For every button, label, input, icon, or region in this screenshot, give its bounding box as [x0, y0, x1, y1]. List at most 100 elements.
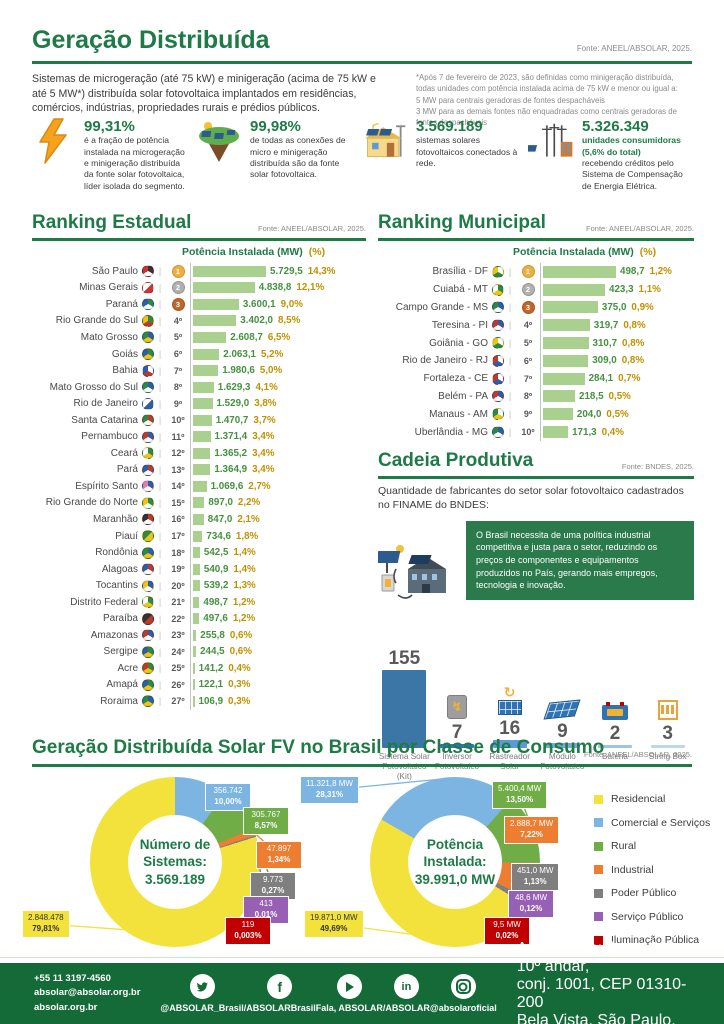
legend-label: Residencial [611, 793, 666, 805]
region-name: Rio Grande do Norte [45, 497, 138, 509]
percent-label: 2,1% [237, 513, 260, 525]
separator: | [508, 427, 512, 438]
twitter-link[interactable]: @ABSOLAR_Brasil [160, 974, 244, 1013]
callout-percent: 1,13% [523, 876, 547, 886]
bar [543, 265, 616, 278]
bar [193, 646, 197, 658]
lightning-bolt-icon [30, 118, 76, 168]
value-label: 497,6 [203, 613, 228, 625]
email-link[interactable]: absolar@absolar.org.br [34, 987, 141, 999]
separator: | [158, 679, 162, 690]
separator: | [158, 531, 162, 542]
flag-roraima-icon [142, 695, 154, 708]
bar-area: 244,5 0,6% [190, 643, 252, 661]
rank-position: 7º [173, 365, 183, 376]
bar-area: 1.364,9 3,4% [190, 461, 274, 479]
consumption-legend: Residencial Comercial e Serviços Rural Indu… [594, 793, 710, 958]
callout-value: 356.742 [213, 786, 243, 795]
region-name: Piauí [115, 530, 138, 542]
section-title: Ranking Estadual [32, 212, 192, 233]
rank-position: 1 [516, 265, 540, 279]
silver-medal-icon: 2 [171, 281, 185, 295]
percent-label: 0,8% [622, 337, 645, 349]
component-count: 9 [557, 721, 568, 743]
stat-value: 3.569.189 [416, 118, 483, 135]
flag-rio-grande-do-sul-icon [142, 314, 154, 327]
separator: | [158, 696, 162, 707]
flag-amapa-icon [142, 678, 154, 691]
rank-position: 5º [523, 338, 533, 349]
ranking-row: Campo Grande - MS | 3 375,0 0,9% [378, 298, 694, 317]
callout-value: 2.888,7 MW [510, 819, 554, 828]
social-handle[interactable]: @ABSOLAR_Brasil [160, 1003, 244, 1013]
value-label: 1.371,4 [214, 431, 248, 443]
separator: | [158, 332, 162, 343]
callout-percent: 79,81% [32, 923, 60, 933]
youtube-link[interactable]: Fala, ABSOLAR [316, 974, 383, 1013]
rank-position: 6º [523, 355, 533, 366]
separator: | [508, 409, 512, 420]
callout-value: 119 [241, 920, 255, 929]
donut-callout: 5.400,4 MW 13,50% [492, 781, 548, 809]
callout-value: 2.848.478 [28, 913, 64, 922]
value-label: 375,0 [601, 301, 627, 313]
ranking-row: Paraná | 3 3.600,1 9,0% [32, 296, 366, 313]
state-ranking-rows: São Paulo | 1 5.729,5 14,3% Minas Gerais | 2 4.8… [32, 263, 366, 710]
source-note: Fonte: ANEEL/ABSOLAR, 2025. [258, 224, 366, 233]
bar-area: 498,7 1,2% [190, 593, 255, 611]
bar [193, 282, 255, 294]
facebook-link[interactable]: f /ABSOLARBrasil [244, 974, 316, 1013]
footnote-line: *Após 7 de fevereiro de 2023, são defini… [416, 73, 678, 94]
twitter-icon[interactable] [189, 974, 215, 999]
bar-area: 218,5 0,5% [540, 387, 631, 406]
linkedin-icon[interactable]: in [393, 974, 419, 999]
bar-area: 498,7 1,2% [540, 263, 672, 281]
value-label: 3.402,0 [240, 315, 273, 327]
silver-medal-icon: 2 [521, 283, 535, 297]
website-link[interactable]: absolar.org.br [34, 1001, 98, 1013]
linkedin-link[interactable]: in /ABSOLAR [383, 974, 430, 1013]
facebook-icon[interactable]: f [267, 974, 293, 999]
bar-area: 284,1 0,7% [540, 369, 640, 388]
value-label: 310,7 [592, 337, 618, 349]
ranking-row: Teresina - PI | 4º 319,7 0,8% [378, 316, 694, 335]
bar [193, 447, 211, 459]
region-name: Brasília - DF [432, 266, 488, 278]
consumption-section-header: Geração Distribuída Solar FV no Brasil p… [32, 737, 692, 767]
bar [543, 390, 575, 403]
value-label: 1.470,7 [215, 414, 249, 426]
bar-area: 3.600,1 9,0% [190, 296, 303, 313]
flag-rondonia-icon [142, 546, 154, 559]
flag-alagoas-icon [142, 563, 154, 576]
donut-callout: 2.848.478 79,81% [22, 910, 70, 938]
youtube-icon[interactable] [336, 974, 362, 999]
percent-label: 0,4% [228, 662, 251, 674]
social-handle[interactable]: /ABSOLAR [382, 1003, 430, 1013]
social-handle[interactable]: @absolaroficial [429, 1003, 497, 1013]
percent-label: 1,4% [233, 563, 256, 575]
rank-position: 2 [166, 281, 190, 295]
value-label: 498,7 [620, 266, 645, 278]
instagram-link[interactable]: @absolaroficial [430, 974, 497, 1013]
value-label: 498,7 [203, 596, 228, 608]
callout-percent: 28,31% [315, 789, 344, 799]
bar-area: 1.980,6 5,0% [190, 362, 282, 379]
rank-position: 15º [171, 497, 185, 508]
bar-area: 204,0 0,5% [540, 405, 629, 424]
legend-label: Comercial e Serviços [611, 816, 711, 829]
separator: | [508, 338, 512, 349]
callout-value: 9,5 MW [493, 920, 521, 929]
value-label: 2.608,7 [230, 331, 263, 343]
bar-area: 847,0 2,1% [190, 511, 260, 528]
ranking-row: Amapá | 26º 122,1 0,3% [32, 676, 366, 694]
flag-goias-icon [142, 348, 154, 360]
bar-area: 897,0 2,2% [190, 494, 260, 512]
bar-area: 309,0 0,8% [540, 351, 644, 370]
separator: | [158, 415, 162, 426]
rank-position: 9º [523, 409, 533, 420]
instagram-icon[interactable] [450, 974, 476, 999]
social-handle[interactable]: Fala, ABSOLAR [315, 1003, 383, 1013]
rank-position: 14º [171, 481, 185, 492]
value-label: 255,8 [200, 629, 225, 641]
social-handle[interactable]: /ABSOLARBrasil [243, 1003, 316, 1013]
